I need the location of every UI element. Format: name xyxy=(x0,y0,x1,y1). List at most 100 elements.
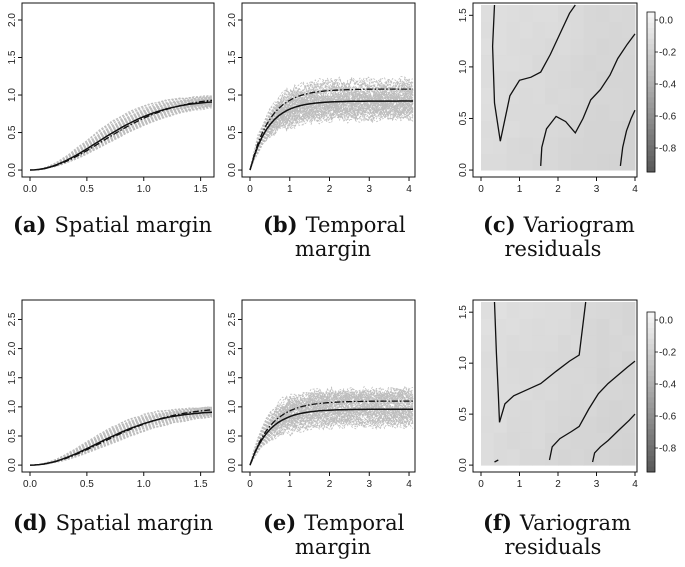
heatmap-cell xyxy=(609,416,623,433)
heatmap-cell xyxy=(506,71,520,89)
heatmap-cell xyxy=(532,334,546,352)
heatmap-cell xyxy=(609,350,623,368)
heatmap-cell xyxy=(596,5,610,23)
heatmap-cell xyxy=(506,383,520,401)
heatmap-cell xyxy=(558,367,572,385)
simulated-curve xyxy=(249,99,414,171)
heatmap-cell xyxy=(558,318,572,336)
caption-text-line2: residuals xyxy=(505,535,602,559)
heatmap-cell xyxy=(506,302,520,319)
heatmap-cell xyxy=(481,87,495,105)
simulated-curve xyxy=(29,104,213,171)
heatmap-cell xyxy=(481,104,495,122)
x-tick-label: 3 xyxy=(594,184,600,195)
heatmap-cell xyxy=(519,104,533,122)
heatmap-cell xyxy=(481,432,495,450)
heatmap-cell xyxy=(570,104,585,122)
heatmap-cell xyxy=(506,21,520,39)
y-tick-label: 1.5 xyxy=(227,370,238,384)
heatmap-cell xyxy=(481,54,495,72)
contour-line xyxy=(548,360,636,461)
heatmap-cell xyxy=(570,416,585,433)
colorbar-swatch xyxy=(647,370,655,377)
y-tick-label: 1.5 xyxy=(7,370,18,384)
plot-area xyxy=(481,301,636,466)
heatmap-cell xyxy=(609,383,623,401)
heatmap-cell xyxy=(532,416,546,433)
heatmap-cell xyxy=(481,302,495,319)
heatmap-cell xyxy=(570,432,585,450)
heatmap-cell xyxy=(609,5,623,23)
panel-caption: (d) Spatial margin xyxy=(13,510,213,535)
heatmap-cell xyxy=(570,383,585,401)
colorbar-tick-label: -0.2 xyxy=(659,348,677,359)
colorbar-swatch xyxy=(647,338,655,345)
colorbar-swatch xyxy=(647,365,655,372)
heatmap-cell xyxy=(596,383,610,401)
simulated-curve xyxy=(249,107,414,171)
heatmap-cell xyxy=(519,302,533,319)
heatmap-cell xyxy=(596,416,610,433)
heatmap-cell xyxy=(622,432,636,450)
heatmap-cell xyxy=(583,153,597,171)
simulated-curve xyxy=(249,90,413,171)
heatmap-cell xyxy=(558,383,572,401)
empirical-curve xyxy=(29,409,213,466)
plot-frame xyxy=(21,299,215,473)
colorbar-swatch xyxy=(647,76,655,82)
y-tick-label: 2.5 xyxy=(7,312,18,326)
heatmap-cell xyxy=(532,54,546,72)
y-tick-label: 0.0 xyxy=(7,163,18,177)
caption-text: Spatial margin xyxy=(56,511,214,535)
x-tick-label: 1.5 xyxy=(194,479,208,490)
heatmap-cell xyxy=(583,416,597,433)
heatmap-cell xyxy=(506,104,520,122)
heatmap-cell xyxy=(609,302,623,319)
model-curve xyxy=(249,100,413,171)
heatmap-cell xyxy=(583,383,597,401)
simulated-curve xyxy=(249,389,414,466)
colorbar-swatch xyxy=(647,381,655,388)
heatmap-cell xyxy=(558,137,572,155)
simulated-curve xyxy=(249,80,414,171)
empirical-curve xyxy=(249,400,413,466)
simulated-curve xyxy=(30,105,213,171)
y-tick-label: 0.0 xyxy=(458,458,469,472)
heatmap-cell xyxy=(596,120,610,138)
simulated-curve xyxy=(249,89,414,171)
heatmap-cell xyxy=(570,71,585,89)
simulated-curve xyxy=(29,415,213,466)
colorbar: 0.0 -0.2 -0.4 -0.6 -0.8 xyxy=(646,311,677,473)
heatmap-cell xyxy=(506,87,520,105)
simulated-curve xyxy=(249,402,414,466)
heatmap-cell xyxy=(583,448,597,466)
heatmap-cell xyxy=(532,38,546,56)
simulated-curve xyxy=(249,97,414,171)
heatmap-cell xyxy=(506,448,520,466)
heatmap-cell xyxy=(558,334,572,352)
simulated-curve xyxy=(29,416,213,466)
heatmap-cell xyxy=(493,432,508,450)
heatmap-cell xyxy=(622,87,636,105)
colorbar: 0.0 -0.2 -0.4 -0.6 -0.8 xyxy=(646,11,677,173)
colorbar-swatch xyxy=(647,333,655,340)
simulated-curve xyxy=(249,107,414,171)
simulated-curve xyxy=(249,392,414,466)
simulated-curve xyxy=(249,77,414,171)
colorbar-swatch xyxy=(647,17,655,24)
heatmap-cell xyxy=(570,334,585,352)
heatmap-cell xyxy=(532,87,546,105)
heatmap-cell xyxy=(519,137,533,155)
heatmap-cell xyxy=(519,87,533,105)
simulated-curve xyxy=(249,91,414,171)
simulated-curve xyxy=(249,77,414,171)
y-tick-label: 0.5 xyxy=(458,407,469,421)
heatmap-cell xyxy=(545,399,559,417)
simulated-curve xyxy=(249,409,414,466)
heatmap-cell xyxy=(596,399,610,417)
heatmap-cell xyxy=(532,383,546,401)
simulated-curve xyxy=(29,409,213,466)
heatmap-cell xyxy=(481,448,495,466)
heatmap-cell xyxy=(583,432,597,450)
heatmap-cell xyxy=(570,399,585,417)
